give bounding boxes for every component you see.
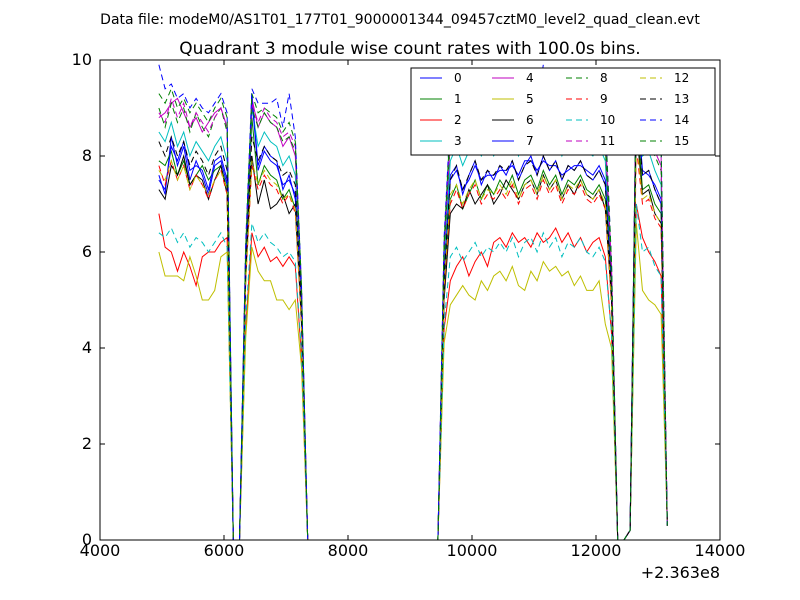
legend-label-2: 2 <box>454 113 462 127</box>
series-line-13 <box>158 103 668 540</box>
x-tick-label: 8000 <box>328 541 369 560</box>
x-tick-label: 14000 <box>695 541 746 560</box>
series-line-5 <box>158 223 668 540</box>
y-tick-label: 0 <box>82 530 92 549</box>
legend-label-3: 3 <box>454 134 462 148</box>
legend-label-5: 5 <box>526 92 534 106</box>
legend-label-11: 11 <box>600 134 615 148</box>
legend-label-1: 1 <box>454 92 462 106</box>
series-group <box>158 64 668 540</box>
legend-label-0: 0 <box>454 71 462 85</box>
series-line-2 <box>158 203 668 540</box>
x-offset-label: +2.363e8 <box>641 563 720 582</box>
x-tick-label: 6000 <box>204 541 245 560</box>
x-tick-label: 12000 <box>571 541 622 560</box>
x-tick-label: 10000 <box>447 541 498 560</box>
y-tick-label: 6 <box>82 242 92 261</box>
x-tick-label: 4000 <box>80 541 121 560</box>
plot-frame <box>99 59 721 541</box>
figure-suptitle: Data file: modeM0/AS1T01_177T01_90000013… <box>100 12 700 28</box>
y-tick-label: 10 <box>72 50 92 69</box>
legend-label-8: 8 <box>600 71 608 85</box>
chart-title: Quadrant 3 module wise count rates with … <box>179 39 640 59</box>
series-line-10 <box>158 203 668 540</box>
y-tick-label: 4 <box>82 338 92 357</box>
series-line-12 <box>158 136 668 540</box>
y-tick-label: 8 <box>82 146 92 165</box>
legend-label-14: 14 <box>674 113 689 127</box>
legend-frame <box>410 67 716 156</box>
legend-label-12: 12 <box>674 71 689 85</box>
series-line-7 <box>158 93 668 540</box>
legend-label-6: 6 <box>526 113 534 127</box>
series-line-9 <box>158 146 668 540</box>
legend-label-7: 7 <box>526 134 534 148</box>
legend-label-15: 15 <box>674 134 689 148</box>
legend-label-9: 9 <box>600 92 608 106</box>
series-line-6 <box>158 127 668 540</box>
legend-label-13: 13 <box>674 92 689 106</box>
legend-label-4: 4 <box>526 71 534 85</box>
y-tick-label: 2 <box>82 434 92 453</box>
legend-label-10: 10 <box>600 113 615 127</box>
